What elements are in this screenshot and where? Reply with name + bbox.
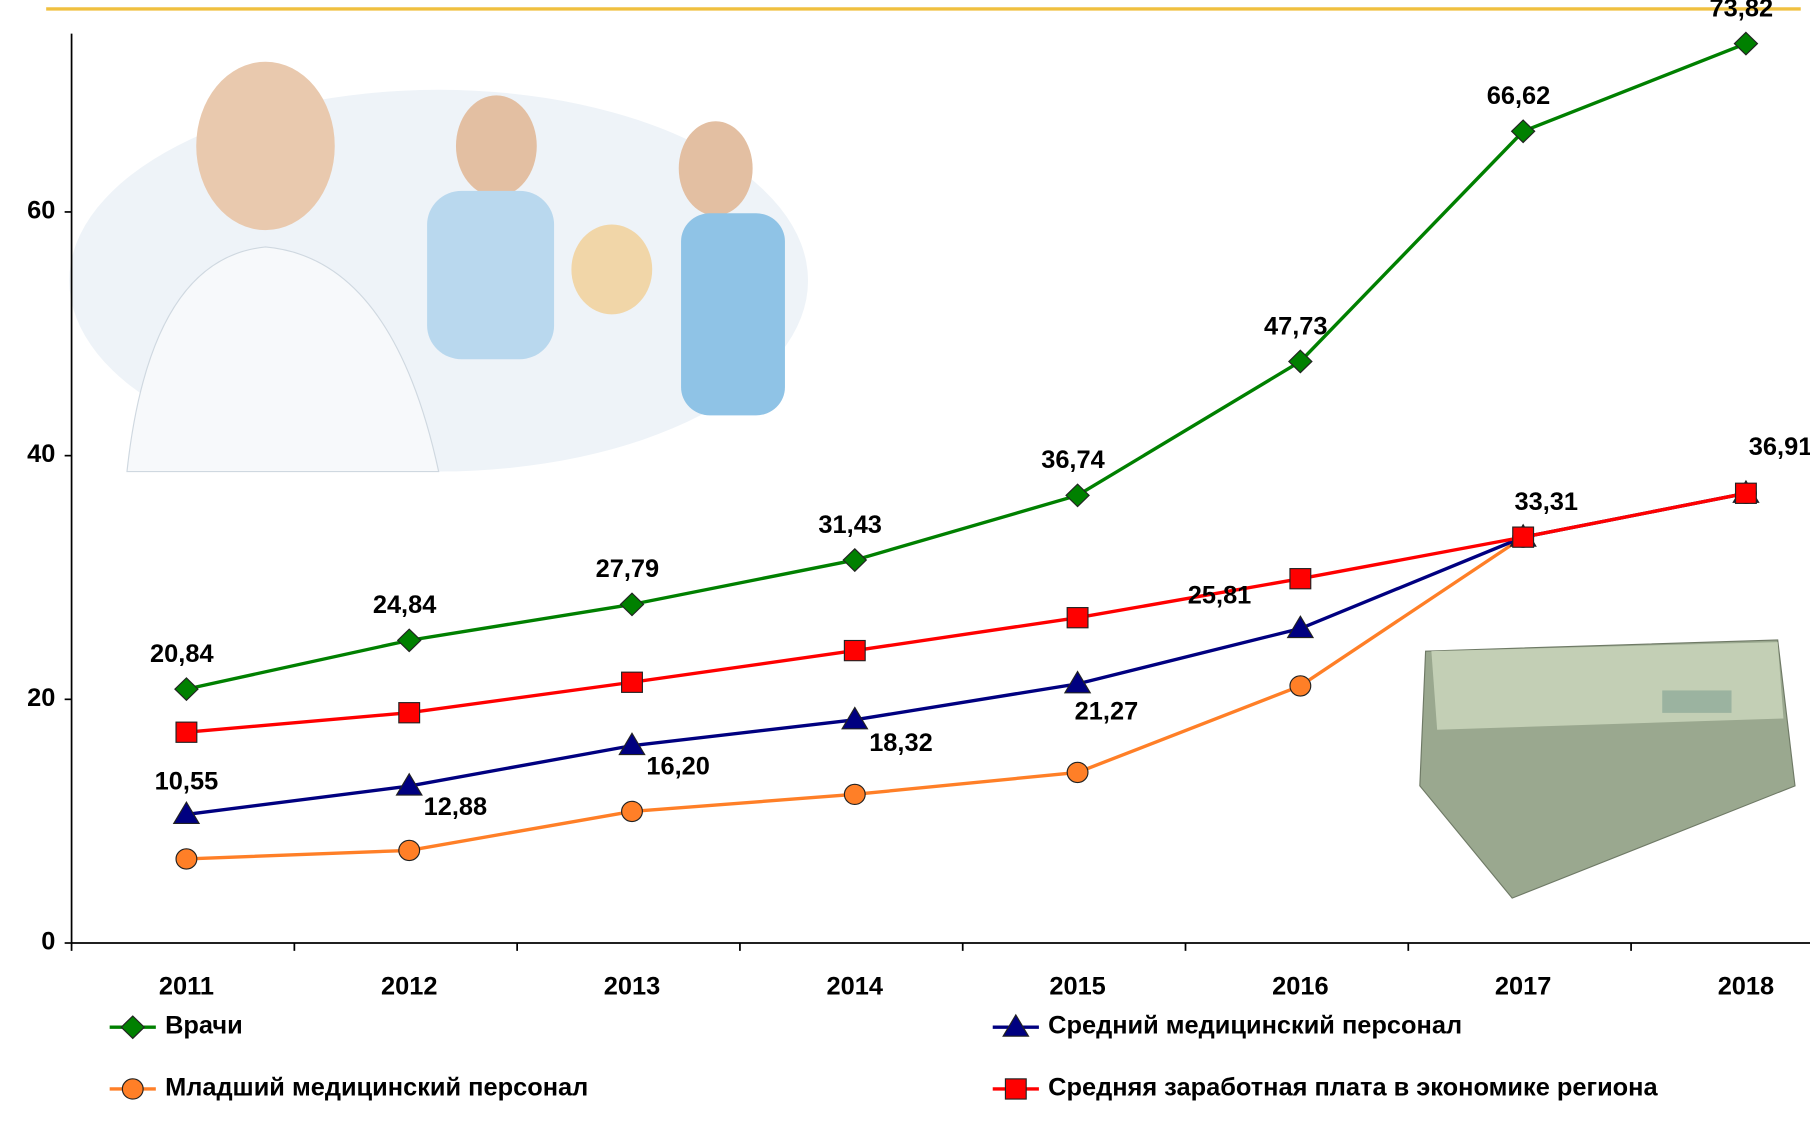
point [1733, 31, 1759, 56]
x-tick-label: 2013 [604, 973, 661, 1001]
point [1289, 568, 1312, 590]
series-line [186, 491, 1747, 817]
point [843, 783, 866, 806]
point [175, 721, 198, 743]
data-label: 10,55 [155, 768, 219, 796]
point [174, 677, 199, 702]
money-photo [1419, 639, 1796, 899]
point [619, 592, 645, 617]
legend-label: Врачи [165, 1012, 243, 1040]
data-label: 36,74 [1041, 447, 1105, 475]
point [1288, 349, 1313, 374]
x-tick-label: 2014 [827, 973, 884, 1001]
point [1065, 483, 1090, 508]
data-label: 47,73 [1264, 313, 1328, 341]
doctor-photo [69, 61, 809, 473]
point [1066, 761, 1089, 784]
series-line [186, 42, 1747, 691]
point [842, 548, 868, 573]
point [398, 702, 421, 724]
point [621, 671, 643, 693]
series-line [186, 491, 1747, 861]
point [1734, 482, 1757, 504]
y-tick-label: 60 [27, 197, 55, 225]
point [1510, 119, 1536, 144]
data-label: 73,82 [1710, 0, 1774, 22]
y-tick-label: 0 [41, 928, 55, 956]
point [1289, 675, 1312, 697]
legend-marker [1002, 1013, 1030, 1037]
point [398, 839, 421, 862]
x-tick-label: 2016 [1272, 973, 1329, 1001]
point [395, 772, 423, 796]
point [175, 848, 198, 870]
point [172, 800, 201, 825]
data-label: 36,91 [1749, 433, 1810, 461]
point [396, 628, 422, 653]
series-line [186, 491, 1747, 734]
x-tick-label: 2012 [381, 973, 437, 1001]
legend-marker [120, 1015, 146, 1040]
data-label: 31,43 [818, 511, 882, 539]
data-label: 16,20 [646, 753, 710, 781]
data-label: 12,88 [424, 793, 488, 821]
x-tick-label: 2015 [1049, 973, 1106, 1001]
point [1063, 670, 1092, 694]
data-label: 33,31 [1514, 488, 1578, 516]
legend-marker [121, 1078, 144, 1100]
data-label: 24,84 [373, 591, 437, 619]
data-label: 18,32 [869, 729, 933, 757]
legend-marker [1004, 1078, 1027, 1100]
data-label: 20,84 [150, 640, 214, 668]
data-label: 21,27 [1075, 698, 1139, 726]
x-tick-label: 2018 [1718, 973, 1775, 1001]
point [841, 706, 869, 730]
y-tick-label: 20 [27, 684, 55, 712]
x-tick-label: 2011 [159, 973, 214, 1001]
data-label: 25,81 [1188, 582, 1252, 610]
legend-label: Средняя заработная плата в экономике рег… [1048, 1074, 1659, 1102]
data-label: 27,79 [596, 556, 660, 584]
point [1512, 526, 1535, 548]
point [1066, 607, 1089, 629]
point [1286, 615, 1315, 639]
legend-label: Младший медицинский персонал [165, 1074, 588, 1102]
y-tick-label: 40 [27, 440, 55, 468]
point [618, 732, 646, 756]
x-tick-label: 2017 [1495, 973, 1551, 1001]
point [843, 639, 866, 662]
legend-label: Средний медицинский персонал [1048, 1012, 1462, 1040]
data-label: 66,62 [1487, 82, 1551, 110]
point [621, 800, 643, 823]
